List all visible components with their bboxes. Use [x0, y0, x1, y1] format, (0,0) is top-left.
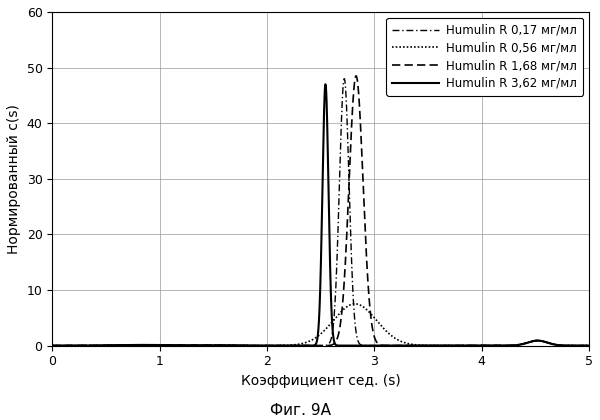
Humulin R 1,68 мг/мл	[475, 343, 482, 348]
Humulin R 3,62 мг/мл	[243, 343, 250, 348]
Humulin R 1,68 мг/мл	[447, 343, 454, 348]
Humulin R 0,56 мг/мл	[475, 343, 482, 348]
Humulin R 3,62 мг/мл	[76, 343, 83, 348]
Humulin R 1,68 мг/мл	[352, 74, 359, 79]
Humulin R 0,56 мг/мл	[586, 343, 593, 348]
Humulin R 0,56 мг/мл	[446, 343, 454, 348]
Humulin R 3,62 мг/мл	[49, 343, 56, 348]
Humulin R 0,17 мг/мл	[76, 343, 83, 348]
Humulin R 1,68 мг/мл	[390, 343, 397, 348]
Humulin R 0,17 мг/мл	[243, 343, 250, 348]
Humulin R 1,68 мг/мл	[243, 343, 250, 348]
Humulin R 1,68 мг/мл	[76, 343, 83, 348]
Humulin R 3,62 мг/мл	[367, 343, 374, 348]
Line: Humulin R 3,62 мг/мл: Humulin R 3,62 мг/мл	[52, 84, 589, 346]
Humulin R 0,56 мг/мл	[479, 343, 486, 348]
Humulin R 0,17 мг/мл	[390, 343, 397, 348]
Legend: Humulin R 0,17 мг/мл, Humulin R 0,56 мг/мл, Humulin R 1,68 мг/мл, Humulin R 3,62: Humulin R 0,17 мг/мл, Humulin R 0,56 мг/…	[386, 18, 583, 96]
Humulin R 0,17 мг/мл	[428, 343, 435, 348]
Line: Humulin R 0,17 мг/мл: Humulin R 0,17 мг/мл	[52, 79, 589, 346]
Humulin R 0,17 мг/мл	[447, 343, 454, 348]
Humulin R 3,62 мг/мл	[447, 343, 454, 348]
Humulin R 0,17 мг/мл	[49, 343, 56, 348]
Line: Humulin R 1,68 мг/мл: Humulin R 1,68 мг/мл	[52, 76, 589, 346]
Line: Humulin R 0,56 мг/мл: Humulin R 0,56 мг/мл	[52, 304, 589, 346]
Humulin R 0,56 мг/мл	[367, 310, 374, 315]
Humulin R 1,68 мг/мл	[49, 343, 56, 348]
Humulin R 0,17 мг/мл	[341, 76, 348, 81]
Humulin R 3,62 мг/мл	[390, 343, 397, 348]
Text: Фиг. 9А: Фиг. 9А	[269, 403, 331, 418]
Humulin R 1,68 мг/мл	[430, 343, 437, 348]
Humulin R 1,68 мг/мл	[586, 343, 593, 348]
Humulin R 3,62 мг/мл	[586, 343, 593, 348]
Y-axis label: Нормированный c(s): Нормированный c(s)	[7, 104, 21, 254]
X-axis label: Коэффициент сед. (s): Коэффициент сед. (s)	[241, 374, 401, 388]
Humulin R 0,56 мг/мл	[352, 302, 359, 307]
Humulin R 0,17 мг/мл	[586, 343, 593, 348]
Humulin R 0,56 мг/мл	[390, 335, 397, 340]
Humulin R 1,68 мг/мл	[367, 306, 374, 311]
Humulin R 3,62 мг/мл	[428, 343, 435, 348]
Humulin R 0,56 мг/мл	[76, 343, 83, 348]
Humulin R 3,62 мг/мл	[322, 82, 329, 87]
Humulin R 3,62 мг/мл	[475, 343, 482, 348]
Humulin R 0,17 мг/мл	[475, 343, 482, 348]
Humulin R 0,56 мг/мл	[243, 343, 250, 348]
Humulin R 0,56 мг/мл	[49, 343, 56, 348]
Humulin R 0,17 мг/мл	[367, 343, 374, 348]
